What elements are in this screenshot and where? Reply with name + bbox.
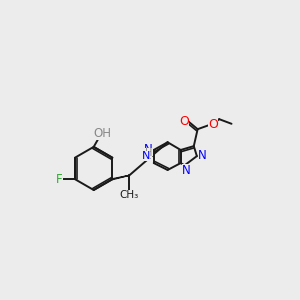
Text: CH₃: CH₃	[120, 190, 139, 200]
Text: H: H	[145, 148, 152, 158]
Text: O: O	[208, 118, 218, 131]
Text: N: N	[198, 149, 207, 162]
Text: O: O	[180, 115, 190, 128]
Text: N: N	[182, 164, 190, 177]
Text: N: N	[144, 143, 153, 157]
Text: OH: OH	[93, 127, 111, 140]
Text: N: N	[142, 151, 150, 161]
Text: F: F	[56, 173, 63, 186]
Polygon shape	[112, 176, 129, 180]
